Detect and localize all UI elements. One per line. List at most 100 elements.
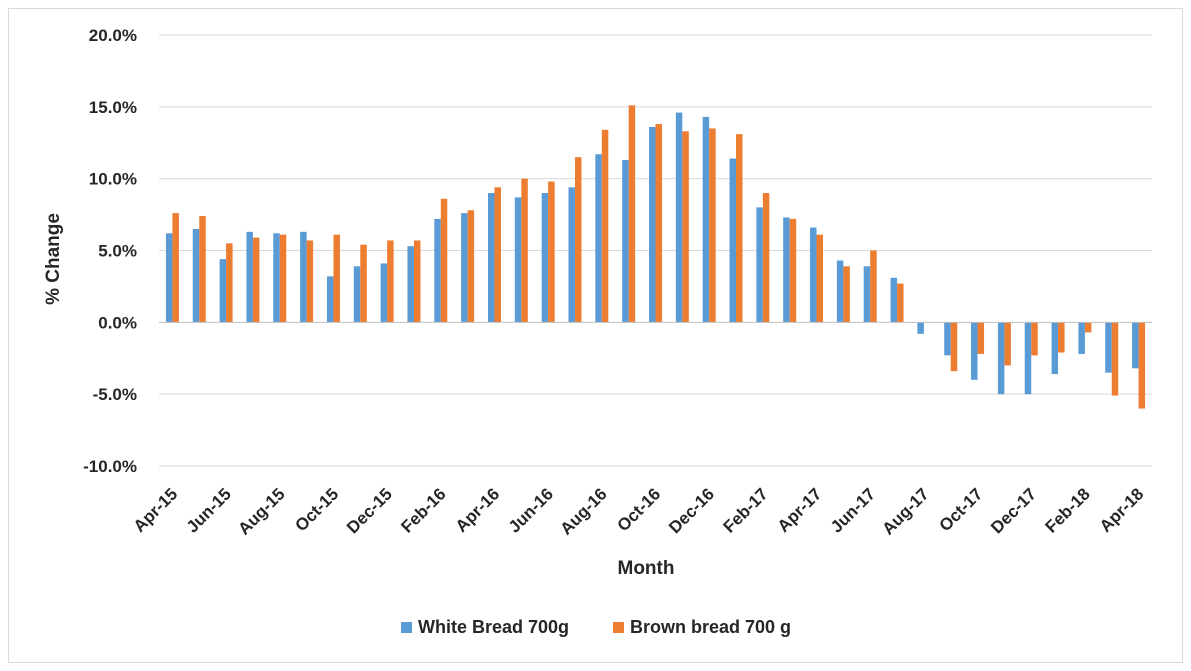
bar-white-bread [326, 276, 334, 323]
legend-label: Brown bread 700 g [630, 617, 791, 637]
x-tick-label: Dec-15 [343, 484, 396, 537]
x-tick-label: Oct-15 [291, 484, 342, 535]
bar-brown-bread [628, 105, 636, 323]
bar-brown-bread [306, 240, 314, 323]
bar-brown-bread [1111, 322, 1119, 396]
bar-white-bread [461, 213, 468, 323]
bar-white-bread [514, 197, 522, 323]
bar-brown-bread [709, 128, 716, 323]
bar-white-bread [434, 218, 441, 323]
bar-chart: -10.0% -5.0% 0.0% 5.0% 10.0% 15.0% 20.0% Apr-1… [43, 26, 1152, 637]
bar-brown-bread [413, 240, 421, 323]
bar-white-bread [219, 259, 227, 323]
x-tick-label: Dec-16 [665, 484, 718, 537]
bar-brown-bread [252, 237, 260, 323]
x-axis-tick-labels: Apr-15 Jun-15 Aug-15 Oct-15 Dec-15 Feb-16 Apr-… [130, 484, 1148, 538]
legend: White Bread 700g Brown bread 700 g [401, 617, 791, 637]
bar-white-bread [890, 277, 898, 323]
x-tick-label: Aug-15 [234, 484, 288, 538]
bar-white-bread [729, 158, 737, 323]
bar-brown-bread [494, 187, 501, 323]
bar-brown-bread [333, 234, 340, 323]
y-tick-label: -10.0% [83, 457, 137, 476]
bar-brown-bread [440, 198, 448, 323]
legend-label: White Bread 700g [418, 617, 569, 637]
bar-white-bread [997, 322, 1005, 395]
bar-white-bread [568, 187, 575, 323]
bar-white-bread [541, 193, 549, 323]
bar-white-bread [1024, 322, 1032, 395]
bar-brown-bread [682, 131, 689, 323]
bar-white-bread [810, 227, 817, 323]
bar-brown-bread [199, 216, 206, 323]
bar-brown-bread [950, 322, 958, 372]
bar-white-bread [487, 193, 495, 323]
bar-brown-bread [548, 181, 555, 323]
bars [165, 105, 1146, 409]
x-tick-label: Jun-16 [505, 484, 557, 536]
bar-brown-bread [387, 240, 394, 323]
bar-white-bread [407, 246, 414, 323]
bar-white-bread [165, 233, 173, 323]
y-tick-label: 20.0% [89, 26, 137, 45]
bar-brown-bread [655, 124, 662, 323]
bar-white-bread [917, 322, 924, 334]
bar-brown-bread [762, 193, 770, 323]
bar-brown-bread [226, 243, 233, 323]
y-tick-label: -5.0% [93, 385, 137, 404]
bar-brown-bread [977, 322, 985, 354]
bar-brown-bread [1138, 322, 1146, 409]
bar-white-bread [783, 217, 790, 323]
y-tick-label: 0.0% [98, 313, 137, 332]
bar-brown-bread [843, 266, 850, 323]
bar-brown-bread [1004, 322, 1011, 366]
bar-brown-bread [736, 134, 743, 323]
bar-brown-bread [279, 234, 287, 323]
bar-white-bread [836, 260, 844, 323]
x-tick-label: Dec-17 [987, 484, 1040, 537]
x-tick-label: Jun-15 [183, 484, 235, 536]
bar-white-bread [1078, 322, 1085, 354]
bar-white-bread [380, 263, 388, 323]
bar-white-bread [246, 231, 253, 323]
bar-white-bread [756, 207, 763, 323]
bar-white-bread [702, 116, 710, 323]
bar-white-bread [192, 228, 200, 323]
bar-white-bread [1051, 322, 1059, 375]
legend-swatch [401, 622, 412, 633]
x-tick-label: Apr-16 [452, 484, 504, 536]
bar-brown-bread [870, 250, 877, 323]
bar-white-bread [649, 126, 656, 323]
y-tick-label: 15.0% [89, 98, 137, 117]
y-axis-title: % Change [43, 213, 64, 305]
bar-brown-bread [601, 129, 609, 323]
x-tick-label: Feb-16 [397, 484, 449, 536]
bar-white-bread [300, 231, 307, 323]
bar-brown-bread [897, 283, 904, 323]
y-tick-label: 5.0% [98, 242, 137, 261]
x-axis-title: Month [618, 558, 675, 579]
bar-white-bread [595, 154, 602, 323]
bar-white-bread [622, 159, 629, 323]
bar-brown-bread [521, 178, 528, 323]
x-tick-label: Apr-17 [774, 484, 826, 536]
bar-brown-bread [1058, 322, 1065, 353]
x-tick-label: Jun-17 [827, 484, 879, 536]
legend-swatch [613, 622, 624, 633]
bar-brown-bread [467, 210, 475, 323]
bar-white-bread [971, 322, 978, 380]
bar-brown-bread [1031, 322, 1038, 356]
bar-white-bread [863, 266, 871, 323]
bar-brown-bread [816, 234, 824, 323]
bar-white-bread [273, 233, 280, 323]
x-tick-label: Oct-16 [613, 484, 664, 535]
x-tick-label: Oct-17 [936, 484, 987, 535]
bar-brown-bread [172, 213, 179, 323]
bar-brown-bread [1084, 322, 1092, 333]
x-tick-label: Aug-16 [556, 484, 610, 538]
x-tick-label: Aug-17 [879, 484, 933, 538]
bar-white-bread [944, 322, 951, 356]
bar-white-bread [353, 266, 361, 323]
bar-brown-bread [574, 157, 582, 323]
bar-white-bread [1132, 322, 1139, 369]
